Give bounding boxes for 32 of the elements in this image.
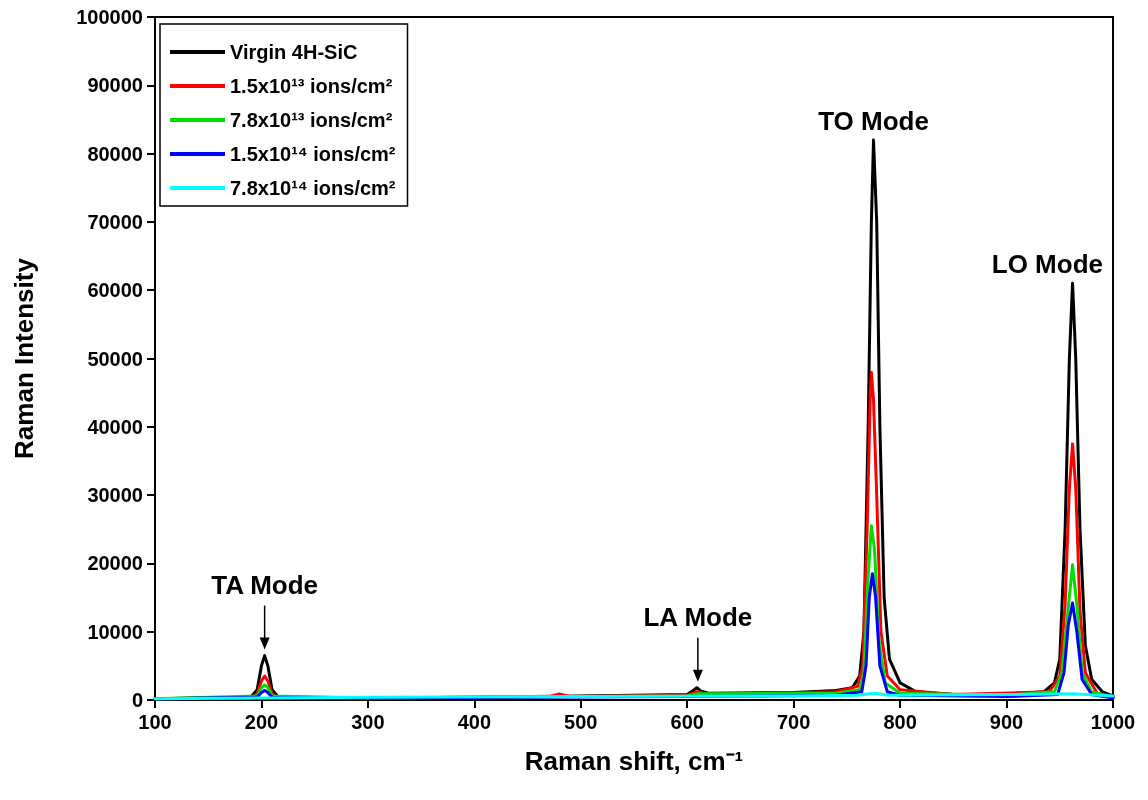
legend-label: 7.8x10¹³ ions/cm² — [230, 109, 393, 131]
annotation: LO Mode — [991, 249, 1103, 280]
y-tick-label: 70000 — [87, 210, 143, 233]
x-tick-label: 100 — [138, 711, 172, 733]
y-tick-label: 60000 — [87, 279, 143, 302]
annotation: TO Mode — [818, 105, 929, 136]
x-tick-label: 600 — [670, 711, 704, 733]
annotation: LA Mode — [643, 601, 753, 632]
x-tick-label: 200 — [244, 711, 279, 733]
x-tick-label: 800 — [883, 711, 917, 733]
y-tick-label: 50000 — [87, 347, 143, 370]
y-tick-label: 10000 — [87, 620, 143, 643]
x-tick-label: 900 — [989, 711, 1024, 733]
x-tick-label: 1000 — [1090, 711, 1136, 733]
legend-label: Virgin 4H-SiC — [230, 41, 358, 63]
x-tick-label: 700 — [776, 711, 811, 733]
legend-label: 1.5x10¹⁴ ions/cm² — [230, 143, 396, 165]
y-tick-label: 100000 — [76, 6, 143, 28]
y-tick-label: 0 — [131, 689, 143, 711]
y-tick-label: 20000 — [87, 552, 143, 575]
legend-label: 1.5x10¹³ ions/cm² — [230, 75, 393, 97]
x-tick-label: 400 — [457, 711, 492, 733]
y-tick-label: 80000 — [87, 142, 143, 165]
x-tick-label: 500 — [564, 711, 598, 733]
y-axis-title: Raman Intensity — [9, 257, 39, 459]
y-tick-label: 40000 — [87, 415, 143, 438]
legend-label: 7.8x10¹⁴ ions/cm² — [230, 177, 396, 199]
x-axis-title: Raman shift, cm⁻¹ — [524, 746, 744, 776]
y-tick-label: 30000 — [87, 484, 143, 507]
x-tick-label: 300 — [351, 711, 385, 733]
annotation: TA Mode — [211, 569, 319, 600]
y-tick-label: 90000 — [87, 74, 143, 97]
